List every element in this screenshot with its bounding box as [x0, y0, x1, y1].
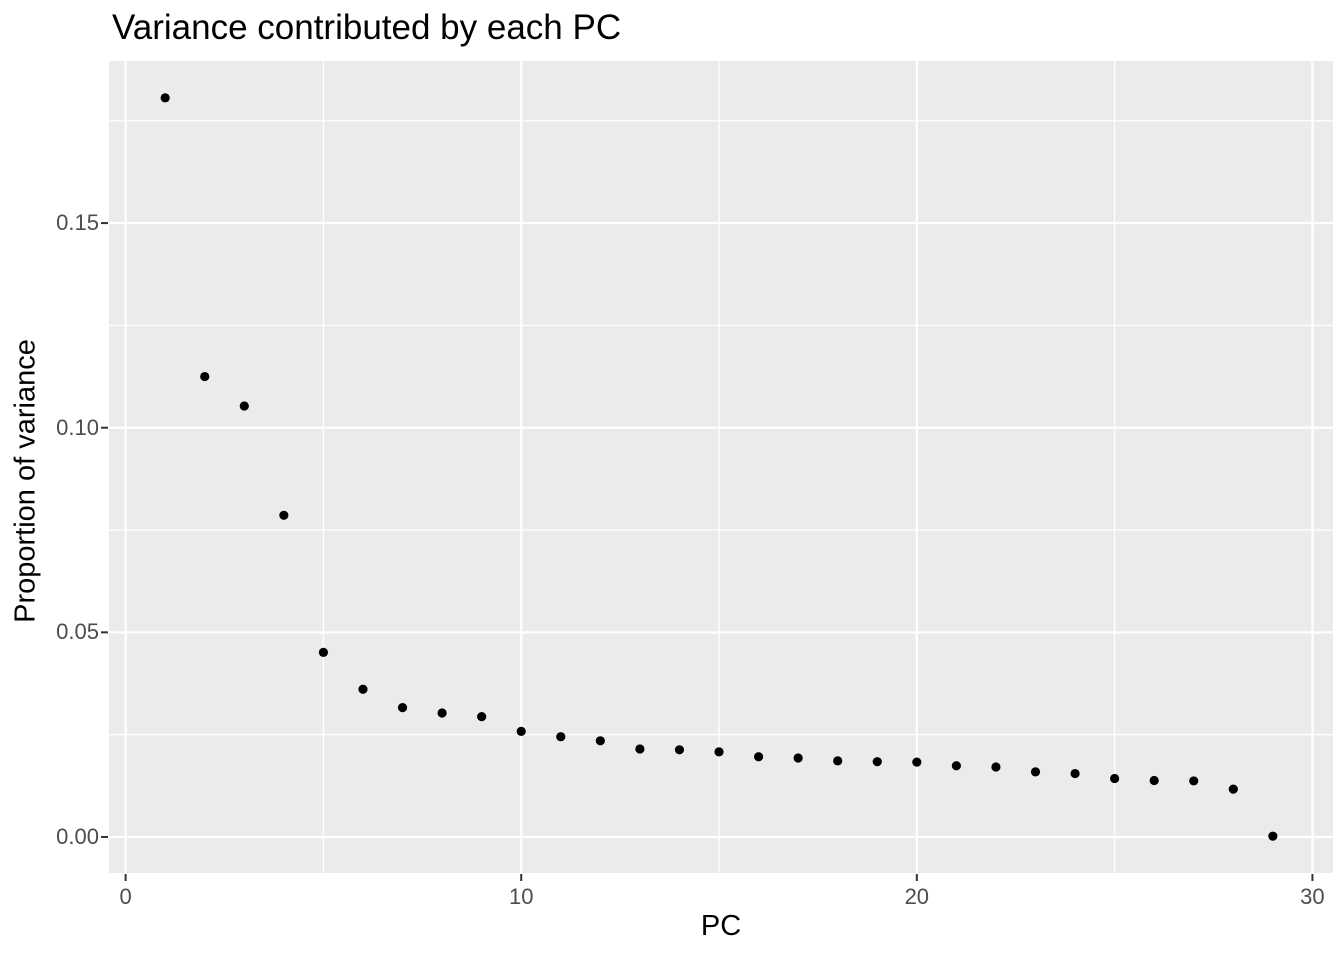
- y-tick-label: 0.10: [56, 414, 99, 440]
- data-point: [318, 647, 329, 658]
- x-tick-label: 20: [904, 884, 930, 909]
- data-point: [477, 712, 487, 722]
- x-tick-label: 30: [1300, 884, 1325, 909]
- data-point: [833, 756, 843, 766]
- data-point: [1070, 768, 1080, 779]
- data-point: [714, 747, 724, 757]
- data-point: [872, 757, 882, 767]
- x-axis-title: PC: [700, 910, 742, 942]
- data-point: [1268, 831, 1278, 841]
- x-tick-label: 10: [508, 884, 534, 909]
- data-point: [397, 703, 408, 713]
- y-tick-label: 0.05: [56, 619, 99, 645]
- data-point: [1030, 767, 1041, 777]
- data-point: [951, 761, 961, 771]
- data-point: [912, 757, 922, 767]
- y-axis-title: Proportion of variance: [9, 339, 42, 623]
- plot-panel: [109, 61, 1333, 873]
- data-point: [674, 745, 685, 755]
- data-point: [1149, 775, 1159, 786]
- data-point: [279, 510, 289, 520]
- x-tick-label: 0: [119, 884, 132, 909]
- data-point: [556, 732, 566, 742]
- data-point: [437, 708, 447, 718]
- data-point: [516, 726, 526, 736]
- data-point: [753, 752, 764, 762]
- plot-title: Variance contributed by each PC: [112, 8, 622, 47]
- data-point: [1110, 773, 1120, 784]
- data-point: [160, 93, 170, 103]
- data-point: [358, 684, 368, 694]
- data-point: [991, 762, 1001, 772]
- data-point: [595, 736, 605, 746]
- data-point: [1189, 776, 1199, 786]
- data-point: [239, 401, 249, 411]
- data-point: [200, 371, 210, 382]
- y-tick-label: 0.00: [56, 823, 99, 849]
- data-point: [1228, 784, 1238, 794]
- data-point: [635, 744, 645, 754]
- data-point: [793, 753, 803, 763]
- y-tick-label: 0.15: [56, 210, 99, 236]
